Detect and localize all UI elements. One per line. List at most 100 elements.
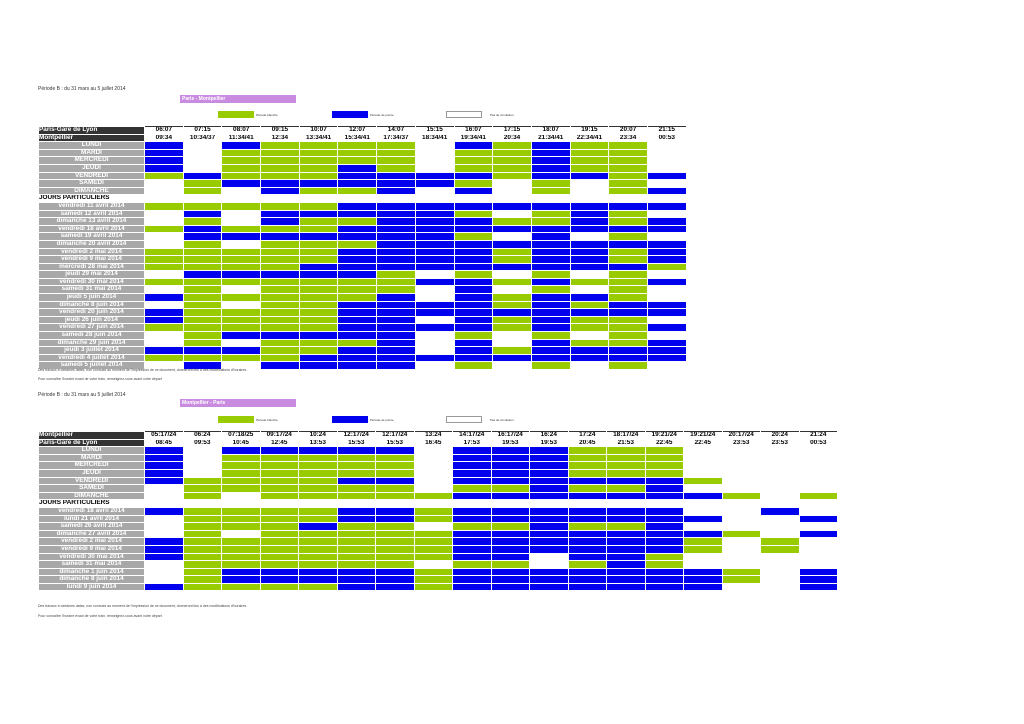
- period-cell: [646, 255, 687, 264]
- arrival-time: 15:34/41: [337, 133, 378, 143]
- period-cell: [452, 575, 492, 584]
- period-cell: [798, 522, 838, 531]
- period-cell: [337, 255, 378, 264]
- period-cell: [336, 491, 376, 501]
- day-label: MERCREDI: [38, 461, 145, 470]
- period-cell: [798, 484, 838, 493]
- period-cell: [414, 346, 455, 355]
- day-label: dimanche 27 avril 2014: [38, 529, 145, 539]
- day-label: vendredi 30 mai 2014: [38, 552, 145, 562]
- period-cell: [414, 209, 455, 219]
- period-cell: [336, 484, 376, 493]
- period-cell: [144, 346, 184, 355]
- day-label: VENDREDI: [38, 171, 145, 181]
- period-cell: [298, 239, 339, 249]
- period-cell: [221, 552, 261, 562]
- period-cell: [376, 323, 416, 333]
- period-cell: [376, 361, 416, 370]
- period-cell: [608, 247, 648, 257]
- period-cell: [298, 262, 339, 272]
- period-cell: [298, 232, 339, 241]
- destination-station: Paris-Gare de Lyon: [38, 438, 145, 448]
- period-cell: [606, 468, 646, 478]
- period-cell: [646, 224, 687, 234]
- period-cell: [492, 300, 532, 310]
- period-cell: [721, 476, 761, 486]
- period-cell: [337, 331, 378, 340]
- period-cell: [259, 537, 299, 546]
- period-cell: [721, 461, 761, 470]
- period-cell: [259, 544, 299, 554]
- period-cell: [530, 247, 571, 257]
- table-row: DIMANCHE: [38, 186, 687, 196]
- period-cell: [644, 476, 684, 486]
- period-cell: [298, 163, 339, 173]
- table-row: vendredi 30 mai 2014: [38, 277, 687, 287]
- period-cell: [298, 484, 338, 493]
- period-cell: [606, 552, 646, 562]
- arrival-time: 22:34/41: [569, 133, 610, 143]
- table-row: vendredi 18 avril 2014: [38, 506, 838, 516]
- period-cell: [608, 300, 648, 310]
- period-cell: [453, 217, 494, 226]
- arrival-time: 19:53: [529, 438, 569, 448]
- period-cell: [453, 293, 494, 302]
- period-cell: [414, 262, 455, 272]
- period-cell: [182, 171, 223, 181]
- period-cell: [606, 453, 646, 463]
- footnote: Pour connaître l'horaire exact de votre …: [38, 614, 162, 618]
- period-cell: [298, 552, 338, 562]
- period-cell: [721, 499, 761, 508]
- period-cell: [453, 209, 494, 219]
- period-cell: [298, 560, 338, 569]
- table-row: jeudi 26 juin 2014: [38, 315, 687, 325]
- period-cell: [376, 156, 416, 165]
- arrival-time: 19:34/41: [453, 133, 494, 143]
- period-cell: [298, 224, 339, 234]
- table-row: dimanche 8 juin 2014: [38, 300, 687, 310]
- period-cell: [453, 179, 494, 188]
- period-cell: [221, 491, 261, 501]
- period-cell: [646, 179, 687, 188]
- period-cell: [567, 506, 607, 516]
- period-cell: [144, 217, 184, 226]
- period-cell: [529, 544, 569, 554]
- period-cell: [260, 179, 300, 188]
- period-cell: [683, 446, 723, 455]
- period-cell: [144, 186, 184, 196]
- period-cell: [646, 262, 687, 272]
- period-cell: [182, 148, 223, 158]
- period-cell: [646, 194, 687, 203]
- period-cell: [492, 262, 532, 272]
- period-cell: [530, 308, 571, 317]
- day-label: samedi 31 mai 2014: [38, 285, 145, 295]
- period-cell: [221, 224, 262, 234]
- period-cell: [337, 308, 378, 317]
- period-cell: [298, 277, 339, 287]
- period-cell: [182, 582, 222, 592]
- period-cell: [569, 346, 610, 355]
- period-cell: [413, 491, 453, 501]
- period-cell: [182, 544, 222, 554]
- period-cell: [646, 361, 687, 370]
- period-cell: [530, 156, 571, 165]
- legend-label: Période blanche: [256, 418, 278, 422]
- period-cell: [529, 567, 569, 577]
- period-cell: [492, 323, 532, 333]
- day-label: dimanche 13 avril 2014: [38, 217, 145, 226]
- period-cell: [492, 331, 532, 340]
- period-cell: [376, 194, 416, 203]
- period-cell: [221, 484, 261, 493]
- period-cell: [337, 163, 378, 173]
- period-cell: [646, 277, 687, 287]
- period-label: Période B : du 31 mars au 5 juillet 2014: [38, 392, 126, 398]
- period-cell: [606, 476, 646, 486]
- departure-time: 18:17/24: [606, 431, 646, 440]
- departure-time: 16:07: [453, 126, 494, 135]
- period-cell: [646, 315, 687, 325]
- period-cell: [259, 514, 299, 524]
- period-cell: [760, 446, 800, 455]
- period-cell: [336, 575, 376, 584]
- period-cell: [760, 514, 800, 524]
- departure-time: 17:24: [567, 431, 607, 440]
